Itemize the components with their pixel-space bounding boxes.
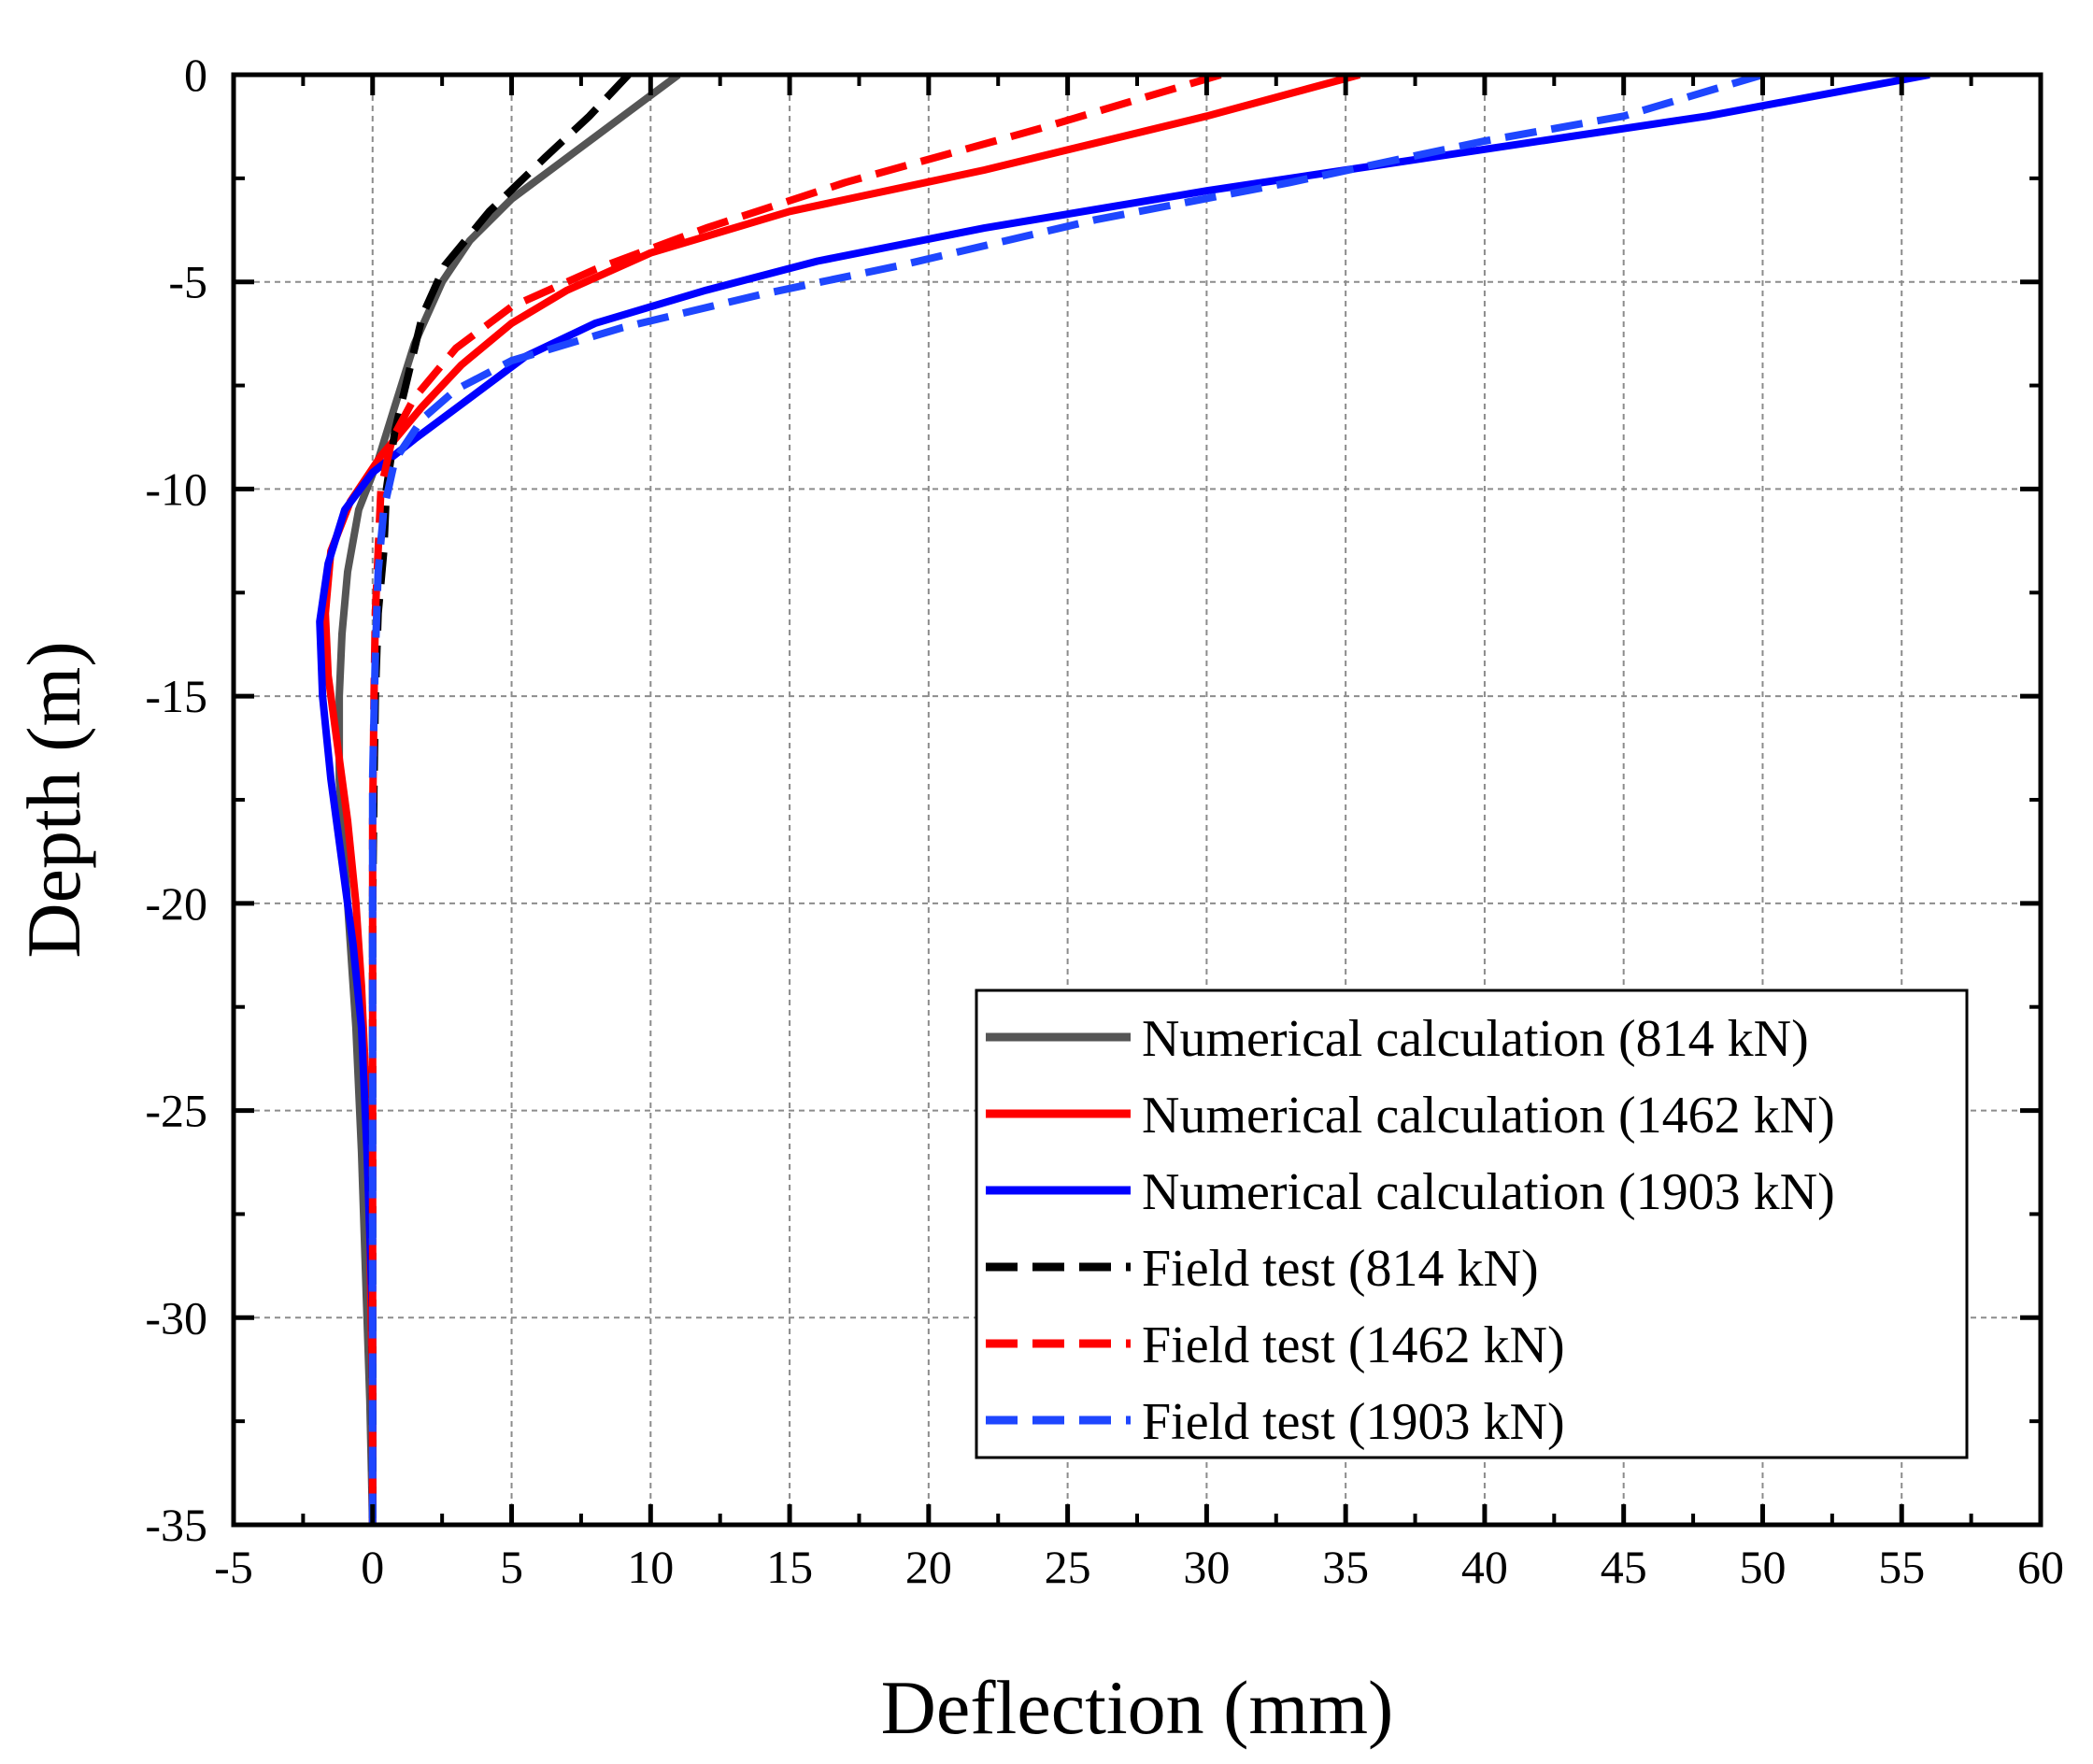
x-tick-label: 55 bbox=[1878, 1541, 1925, 1593]
y-tick-label: -30 bbox=[145, 1291, 207, 1344]
legend-label-3: Numerical calculation (1903 kN) bbox=[1142, 1163, 1835, 1221]
x-axis-title: Deflection (mm) bbox=[881, 1665, 1394, 1750]
y-axis-title: Depth (m) bbox=[11, 641, 96, 958]
x-tick-label: 60 bbox=[2017, 1541, 2064, 1593]
legend-label-6: Field test (1903 kN) bbox=[1142, 1393, 1565, 1451]
x-tick-label: 10 bbox=[627, 1541, 674, 1593]
legend-label-1: Numerical calculation (814 kN) bbox=[1142, 1010, 1809, 1068]
x-tick-label: 5 bbox=[500, 1541, 523, 1593]
legend-label-2: Numerical calculation (1462 kN) bbox=[1142, 1087, 1835, 1145]
series-line-1 bbox=[335, 75, 681, 1525]
series-line-3 bbox=[316, 75, 1930, 1525]
grid bbox=[234, 75, 2041, 1525]
series-group bbox=[316, 75, 1930, 1525]
x-tick-label: 30 bbox=[1183, 1541, 1230, 1593]
x-tick-label: 20 bbox=[905, 1541, 952, 1593]
y-tick-label: -15 bbox=[145, 670, 207, 722]
x-tick-label: -5 bbox=[214, 1541, 253, 1593]
legend-box bbox=[975, 989, 1969, 1459]
legend-label-5: Field test (1462 kN) bbox=[1142, 1316, 1565, 1374]
x-tick-label: 45 bbox=[1601, 1541, 1647, 1593]
tick-labels: -5 0 5 10 15 20 25 30 35 40 45 50 55 60 0 -5 -10 -15 -20 -2… bbox=[145, 49, 2064, 1593]
y-tick-label: -25 bbox=[145, 1085, 207, 1137]
x-tick-label: 35 bbox=[1322, 1541, 1369, 1593]
y-tick-label: -5 bbox=[168, 256, 207, 308]
x-tick-label: 15 bbox=[766, 1541, 813, 1593]
x-tick-label: 25 bbox=[1045, 1541, 1091, 1593]
x-tick-label: 50 bbox=[1739, 1541, 1786, 1593]
ticks bbox=[231, 72, 2043, 1528]
y-tick-label: -20 bbox=[145, 877, 207, 930]
y-tick-label: -35 bbox=[145, 1499, 207, 1551]
y-tick-label: -10 bbox=[145, 462, 207, 515]
legend-label-4: Field test (814 kN) bbox=[1142, 1240, 1539, 1298]
series-line-5 bbox=[368, 75, 1222, 1525]
legend: Numerical calculation (814 kN) Numerical … bbox=[975, 989, 1969, 1459]
x-tick-label: 0 bbox=[361, 1541, 384, 1593]
x-tick-label: 40 bbox=[1461, 1541, 1508, 1593]
series-line-6 bbox=[368, 75, 1764, 1525]
y-tick-label: 0 bbox=[184, 49, 207, 101]
